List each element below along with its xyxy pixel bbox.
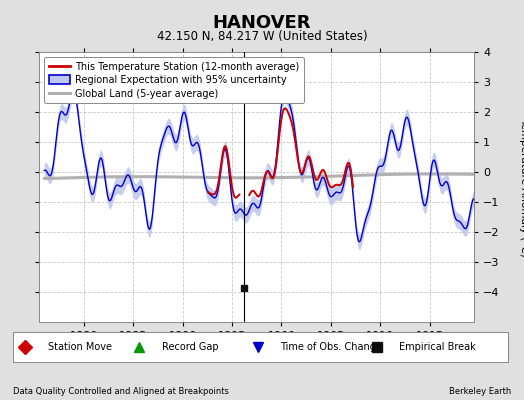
Text: Data Quality Controlled and Aligned at Breakpoints: Data Quality Controlled and Aligned at B… (13, 387, 229, 396)
Text: 42.150 N, 84.217 W (United States): 42.150 N, 84.217 W (United States) (157, 30, 367, 43)
Text: Time of Obs. Change: Time of Obs. Change (280, 342, 383, 352)
Text: Empirical Break: Empirical Break (399, 342, 476, 352)
Text: Record Gap: Record Gap (161, 342, 219, 352)
Text: Station Move: Station Move (48, 342, 112, 352)
Text: Berkeley Earth: Berkeley Earth (449, 387, 511, 396)
Legend: This Temperature Station (12-month average), Regional Expectation with 95% uncer: This Temperature Station (12-month avera… (44, 57, 304, 103)
Text: HANOVER: HANOVER (213, 14, 311, 32)
Y-axis label: Temperature Anomaly (°C): Temperature Anomaly (°C) (519, 118, 524, 256)
